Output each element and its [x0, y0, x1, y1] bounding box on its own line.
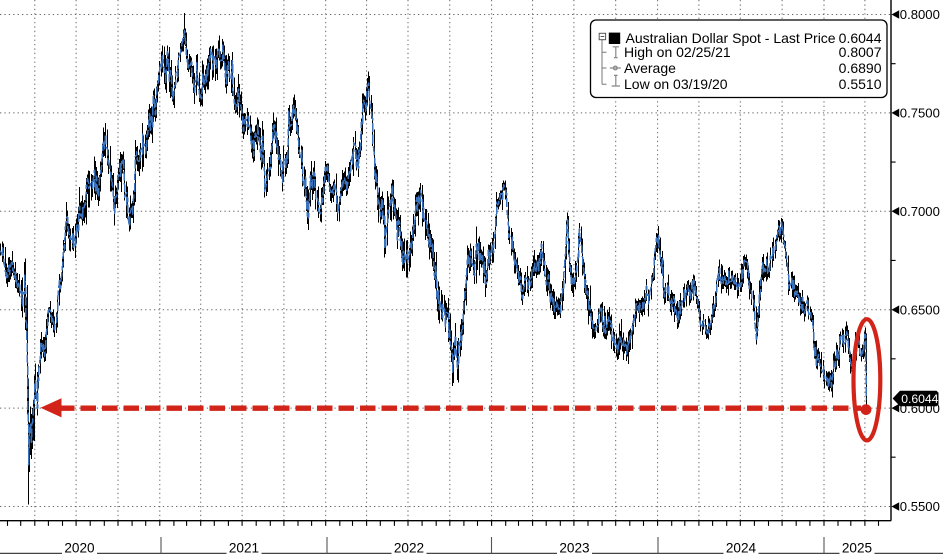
svg-text:0.5510: 0.5510	[839, 76, 882, 92]
svg-text:High on 02/25/21: High on 02/25/21	[624, 44, 731, 60]
svg-text:Average: Average	[624, 60, 676, 76]
svg-text:2023: 2023	[559, 541, 589, 554]
svg-text:Australian Dollar Spot - Last: Australian Dollar Spot - Last Price	[626, 30, 836, 46]
svg-text:2022: 2022	[394, 541, 424, 554]
svg-text:0.7500: 0.7500	[900, 106, 940, 121]
svg-text:0.6044: 0.6044	[901, 392, 938, 406]
svg-text:0.7000: 0.7000	[900, 204, 940, 219]
svg-text:0.8007: 0.8007	[839, 44, 882, 60]
svg-text:2025: 2025	[842, 541, 872, 554]
svg-text:0.6890: 0.6890	[839, 60, 882, 76]
svg-text:0.6044: 0.6044	[839, 30, 882, 46]
svg-text:Low on 03/19/20: Low on 03/19/20	[624, 76, 728, 92]
svg-text:2020: 2020	[64, 541, 95, 554]
svg-text:0.8000: 0.8000	[900, 7, 940, 22]
svg-text:0.6500: 0.6500	[900, 302, 940, 317]
svg-text:2021: 2021	[229, 541, 259, 554]
svg-text:0.5500: 0.5500	[900, 499, 940, 514]
svg-text:2024: 2024	[726, 541, 757, 554]
